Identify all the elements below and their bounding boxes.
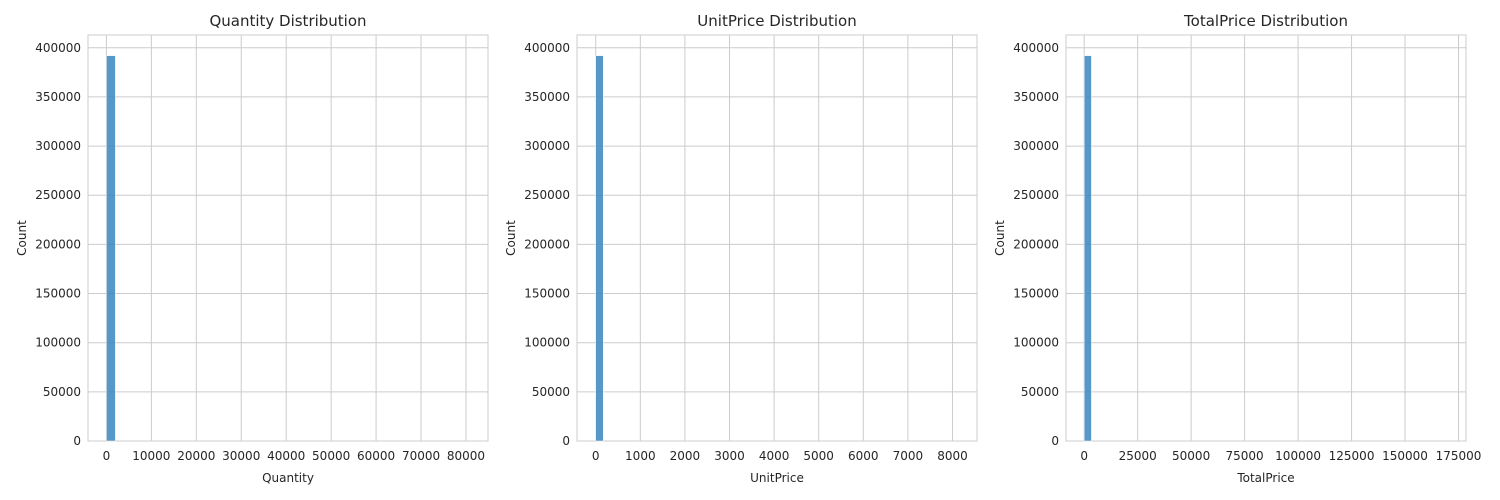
x-tick-label: 30000: [222, 449, 260, 463]
axes-frame: [576, 34, 978, 442]
x-tick-label: 7000: [893, 449, 924, 463]
y-tick-label: 200000: [524, 237, 570, 251]
x-axis-label: UnitPrice: [750, 471, 804, 485]
x-tick-label: 80000: [447, 449, 485, 463]
x-tick-label: 175000: [1436, 449, 1482, 463]
x-tick-label: 0: [1080, 449, 1088, 463]
unitprice-panel: 0500001000001500002000002500003000003500…: [504, 12, 978, 485]
x-tick-label: 2000: [670, 449, 701, 463]
y-axis-label: Count: [15, 220, 29, 256]
y-tick-label: 250000: [1013, 188, 1059, 202]
y-tick-label: 0: [73, 434, 81, 448]
y-tick-label: 200000: [35, 237, 81, 251]
y-tick-label: 50000: [43, 385, 81, 399]
x-tick-label: 60000: [357, 449, 395, 463]
y-tick-label: 150000: [524, 287, 570, 301]
x-tick-label: 25000: [1119, 449, 1157, 463]
x-tick-label: 70000: [402, 449, 440, 463]
x-tick-label: 1000: [625, 449, 656, 463]
axes-frame: [87, 34, 489, 442]
x-tick-label: 125000: [1329, 449, 1375, 463]
y-tick-label: 50000: [532, 385, 570, 399]
y-tick-label: 200000: [1013, 237, 1059, 251]
totalprice-panel: 0500001000001500002000002500003000003500…: [993, 12, 1481, 485]
x-tick-label: 8000: [937, 449, 968, 463]
y-axis-label: Count: [993, 220, 1007, 256]
histogram-bar: [106, 55, 116, 442]
y-tick-label: 350000: [35, 90, 81, 104]
y-tick-label: 300000: [1013, 139, 1059, 153]
x-tick-label: 0: [592, 449, 600, 463]
x-tick-label: 100000: [1275, 449, 1321, 463]
y-tick-label: 400000: [1013, 41, 1059, 55]
x-tick-label: 50000: [1172, 449, 1210, 463]
y-tick-label: 150000: [35, 287, 81, 301]
chart-title: TotalPrice Distribution: [1183, 12, 1348, 30]
x-tick-label: 4000: [759, 449, 790, 463]
x-tick-label: 20000: [177, 449, 215, 463]
y-tick-label: 100000: [1013, 336, 1059, 350]
histogram-bar: [595, 55, 604, 442]
x-tick-label: 75000: [1226, 449, 1264, 463]
y-tick-label: 0: [1051, 434, 1059, 448]
y-tick-label: 50000: [1021, 385, 1059, 399]
x-tick-label: 3000: [714, 449, 745, 463]
y-tick-label: 250000: [35, 188, 81, 202]
x-tick-label: 10000: [132, 449, 170, 463]
chart-title: UnitPrice Distribution: [697, 12, 856, 30]
y-tick-label: 0: [562, 434, 570, 448]
x-tick-label: 6000: [848, 449, 879, 463]
x-tick-label: 40000: [267, 449, 305, 463]
y-tick-label: 400000: [35, 41, 81, 55]
y-tick-label: 300000: [524, 139, 570, 153]
x-tick-label: 0: [103, 449, 111, 463]
y-tick-label: 100000: [524, 336, 570, 350]
chart-title: Quantity Distribution: [209, 12, 366, 30]
y-tick-label: 350000: [524, 90, 570, 104]
y-tick-label: 150000: [1013, 287, 1059, 301]
axes-frame: [1065, 34, 1467, 442]
y-tick-label: 350000: [1013, 90, 1059, 104]
x-tick-label: 150000: [1382, 449, 1428, 463]
y-tick-label: 250000: [524, 188, 570, 202]
x-axis-label: TotalPrice: [1236, 471, 1294, 485]
quantity-panel: 0500001000001500002000002500003000003500…: [15, 12, 489, 485]
y-tick-label: 100000: [35, 336, 81, 350]
x-tick-label: 5000: [803, 449, 834, 463]
histogram-bar: [1083, 55, 1092, 442]
x-axis-label: Quantity: [262, 471, 314, 485]
y-tick-label: 300000: [35, 139, 81, 153]
y-axis-label: Count: [504, 220, 518, 256]
x-tick-label: 50000: [312, 449, 350, 463]
y-tick-label: 400000: [524, 41, 570, 55]
